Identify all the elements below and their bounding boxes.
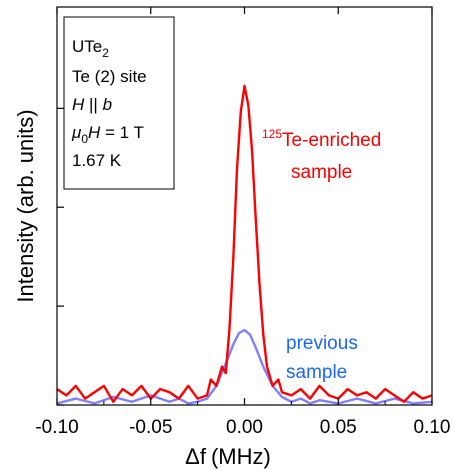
x-tick-label: 0.00 — [226, 417, 263, 438]
x-tick-label: -0.05 — [129, 417, 172, 438]
enriched-sample-label: 125Te-enriched — [262, 127, 381, 151]
info-compound: UTe2 — [72, 37, 109, 60]
info-site: Te (2) site — [72, 67, 147, 86]
ticks-layer: -0.10 -0.05 0.00 0.05 0.10 — [35, 7, 450, 438]
series-line-enriched — [56, 84, 433, 403]
x-tick-label: -0.10 — [35, 417, 78, 438]
series-line-previous — [56, 328, 433, 405]
info-temperature: 1.67 K — [72, 151, 122, 170]
x-tick-label: 0.10 — [414, 417, 451, 438]
enriched-sample-label-line2: sample — [291, 162, 352, 183]
info-field-direction: H || b — [72, 95, 112, 114]
previous-sample-label: previous — [286, 333, 358, 354]
info-field-strength: μ0H = 1 T — [71, 123, 144, 146]
x-axis-title: Δf (MHz) — [185, 444, 271, 469]
x-tick-label: 0.05 — [320, 417, 357, 438]
info-box — [63, 16, 175, 190]
previous-sample-label-line2: sample — [286, 362, 347, 383]
y-axis-title: Intensity (arb. units) — [13, 109, 38, 302]
